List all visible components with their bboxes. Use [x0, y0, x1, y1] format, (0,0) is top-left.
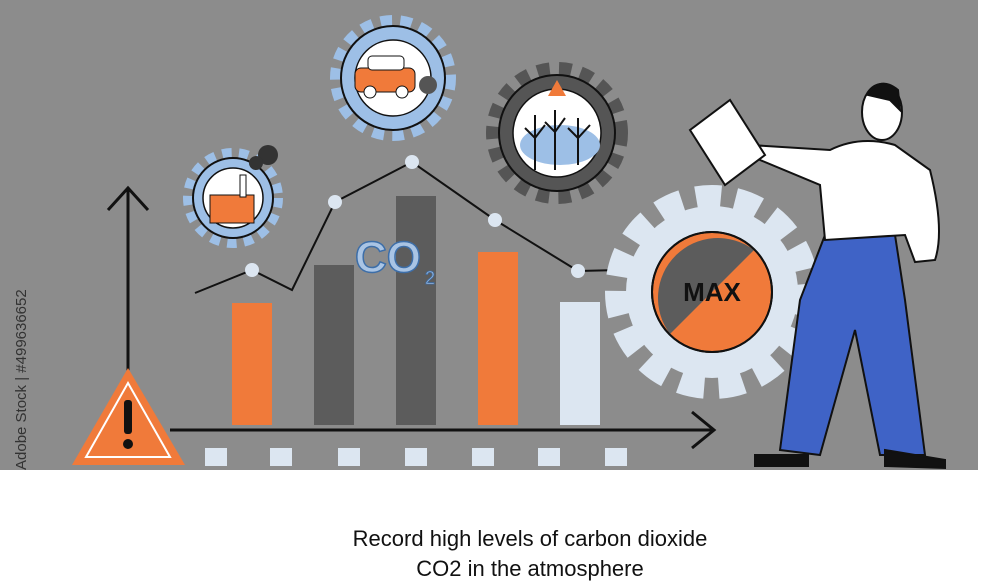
- person: [688, 82, 946, 470]
- axis-squares: [205, 448, 627, 466]
- bars: [232, 196, 600, 425]
- co2-subscript: 2: [425, 268, 435, 288]
- bar: [478, 252, 518, 425]
- max-label: MAX: [683, 277, 741, 307]
- bar: [560, 302, 600, 425]
- trend-line: [194, 160, 621, 294]
- co2-label: CO: [355, 233, 421, 282]
- bar: [396, 196, 436, 425]
- forest-gear: [486, 62, 628, 204]
- factory-gear: [183, 145, 283, 248]
- warning-sign: [72, 368, 185, 465]
- car-gear: [330, 15, 456, 141]
- bar: [314, 265, 354, 425]
- trend-points: [245, 155, 585, 278]
- bar: [232, 303, 272, 425]
- watermark: Adobe Stock | #499636652: [13, 289, 30, 470]
- caption-line: Record high levels of carbon dioxide: [353, 526, 708, 551]
- caption-line: CO2 in the atmosphere: [416, 556, 643, 581]
